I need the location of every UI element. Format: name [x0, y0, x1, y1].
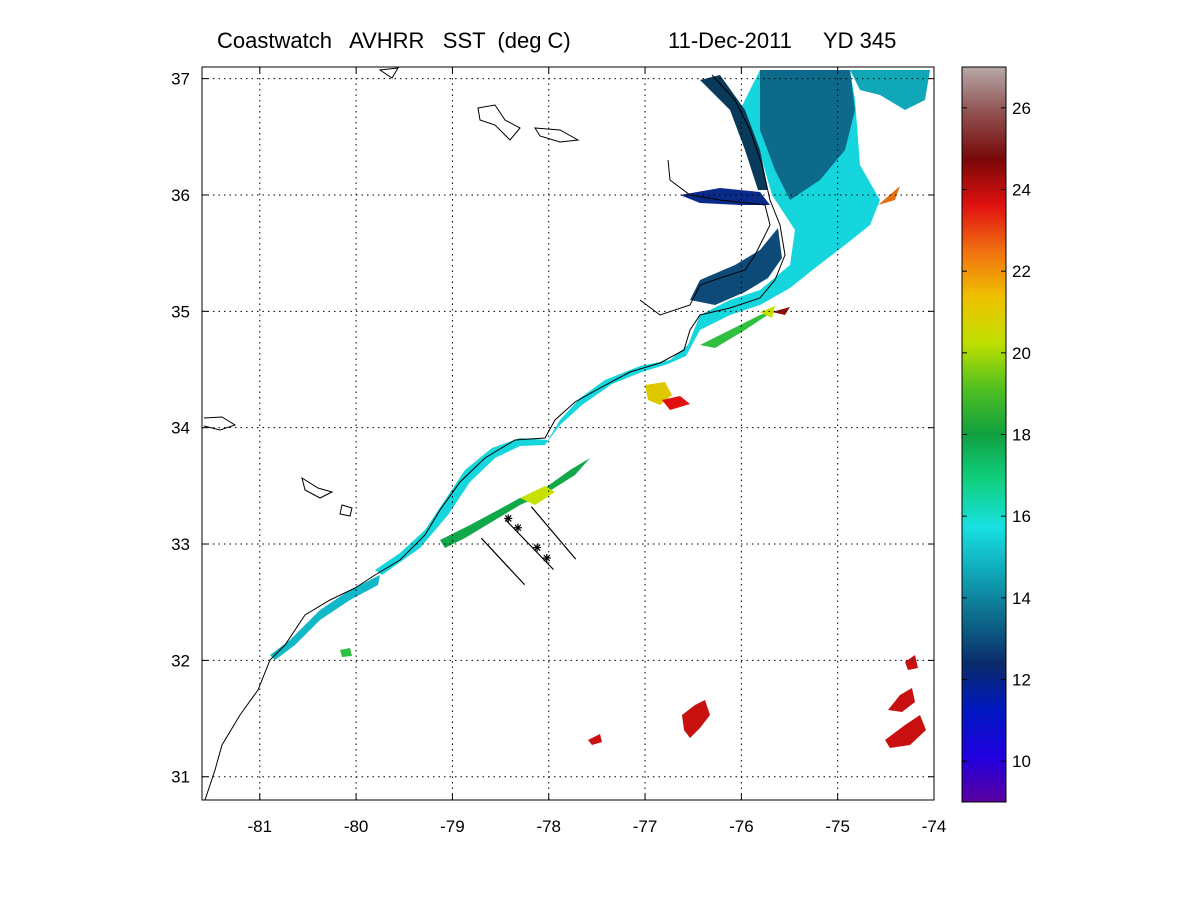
title-yearday: YD 345 — [823, 28, 897, 53]
map-frame — [201, 66, 935, 801]
map-grid — [202, 67, 935, 800]
coastline-main — [204, 74, 786, 800]
sst-southern-strip — [270, 575, 380, 660]
sst-red-patch-a — [662, 396, 690, 410]
sst-offshore-warm-e — [588, 734, 602, 745]
coastline-lake-d — [301, 476, 334, 499]
sst-north-shelf — [760, 70, 855, 200]
sst-yellow-patch-c — [760, 306, 775, 318]
lat-tick-label: 34 — [171, 419, 190, 438]
lat-tick-label: 36 — [171, 186, 190, 205]
lat-tick-label: 33 — [171, 535, 190, 554]
transect-line — [480, 537, 526, 586]
colorbar — [961, 66, 1007, 803]
colorbar-tick-label: 16 — [1012, 507, 1031, 526]
lat-tick-label: 32 — [171, 651, 190, 670]
colorbar-tick-label: 24 — [1012, 181, 1031, 200]
sst-green-patch — [700, 310, 775, 348]
map-ticks — [202, 67, 935, 800]
station-marker — [542, 553, 551, 562]
lat-tick-label: 37 — [171, 70, 190, 89]
sst-small-green-south — [340, 648, 352, 657]
figure-title: Coastwatch AVHRR SST (deg C) 11-Dec-2011… — [0, 28, 1200, 58]
sst-layer — [270, 70, 930, 748]
colorbar-tick-label: 12 — [1012, 671, 1031, 690]
coastline-lake-e — [339, 504, 353, 517]
lon-tick-label: -75 — [825, 817, 850, 836]
sst-yellow-patch-b — [645, 382, 672, 405]
colorbar-tick-label: 26 — [1012, 99, 1031, 118]
lat-tick-label: 31 — [171, 768, 190, 787]
coastline-lake-b — [534, 127, 580, 143]
station-marker — [533, 543, 542, 552]
lon-tick-label: -79 — [440, 817, 465, 836]
sst-northeast-edge — [850, 70, 930, 110]
colorbar-tick-label: 20 — [1012, 344, 1031, 363]
sst-albemarle-sound — [680, 188, 770, 205]
sst-offshore-warm-b — [885, 715, 926, 748]
lat-axis-labels: 31 32 33 34 35 36 37 — [171, 70, 190, 787]
lon-tick-label: -81 — [248, 817, 273, 836]
sst-offshore-warm-a — [682, 700, 710, 738]
station-markers — [504, 514, 551, 562]
colorbar-tick-label: 22 — [1012, 262, 1031, 281]
colorbar-tick-label: 18 — [1012, 426, 1031, 445]
lat-tick-label: 35 — [171, 302, 190, 321]
sst-shelf-warm-fringe — [440, 458, 590, 548]
sst-pamlico-sound — [690, 228, 782, 305]
sst-offshore-warm-c — [888, 688, 915, 712]
coastline-inner — [639, 159, 771, 316]
coastline-lake-f — [378, 67, 399, 79]
coastline-lake-c — [203, 416, 237, 431]
title-product: Coastwatch AVHRR SST (deg C) — [217, 28, 571, 53]
sst-offshore-warm-d — [905, 655, 918, 670]
colorbar-ticks — [962, 107, 1006, 762]
coastline — [203, 67, 786, 800]
sst-orange-patch — [878, 186, 900, 205]
lon-tick-label: -77 — [633, 817, 658, 836]
sst-yellow-patch-a — [520, 486, 555, 505]
transect-line — [530, 506, 577, 560]
station-marker — [504, 514, 513, 523]
lon-tick-label: -78 — [536, 817, 561, 836]
transect-lines — [480, 506, 577, 586]
colorbar-labels: 10 12 14 16 18 20 22 24 26 — [1012, 99, 1031, 771]
sst-coastal-cold-strip — [700, 75, 768, 190]
lon-axis-labels: -81 -80 -79 -78 -77 -76 -75 -74 — [248, 817, 947, 836]
colorbar-tick-label: 14 — [1012, 589, 1031, 608]
lon-tick-label: -80 — [344, 817, 369, 836]
lon-tick-label: -76 — [729, 817, 754, 836]
coastline-lake-a — [477, 104, 521, 141]
transect-line — [504, 519, 554, 571]
colorbar-tick-label: 10 — [1012, 752, 1031, 771]
title-date: 11-Dec-2011 — [668, 28, 792, 53]
lon-tick-label: -74 — [922, 817, 947, 836]
station-marker — [513, 523, 522, 532]
